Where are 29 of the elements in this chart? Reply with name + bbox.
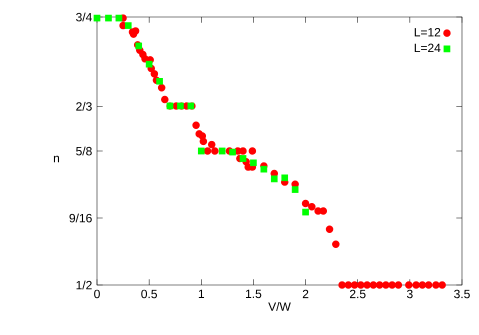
x-tick-label: 0 <box>94 290 100 298</box>
point <box>218 148 226 154</box>
x-tick-label: 3 <box>406 290 413 298</box>
x-tick-label: 3.5 <box>454 290 470 298</box>
y-tick-label: 1/2 <box>76 280 92 290</box>
point <box>292 186 298 193</box>
y-tick-label: 5/8 <box>76 146 92 156</box>
legend-label: L=12 <box>414 28 440 36</box>
point <box>94 14 100 22</box>
point <box>156 78 163 85</box>
x-tick-label: 1 <box>198 290 204 298</box>
y-tick-label: 3/4 <box>76 12 92 22</box>
x-tick-label: 2 <box>302 290 308 298</box>
point <box>270 176 278 182</box>
x-tick-label: 2.5 <box>350 290 366 298</box>
y-tick-label: 9/16 <box>70 214 92 222</box>
point <box>302 208 309 216</box>
x-tick-label: 1.5 <box>246 290 262 298</box>
point <box>105 14 112 22</box>
y-tick-label: 2/3 <box>76 102 92 111</box>
x-tick-label: 0.5 <box>141 290 157 298</box>
point <box>116 14 122 22</box>
legend-label: L=24 <box>414 44 440 52</box>
x-axis-title: V/W <box>268 302 291 311</box>
point <box>260 166 268 173</box>
point <box>229 148 236 156</box>
point <box>240 155 246 162</box>
y-axis-title: n <box>54 156 60 162</box>
point <box>198 148 205 154</box>
